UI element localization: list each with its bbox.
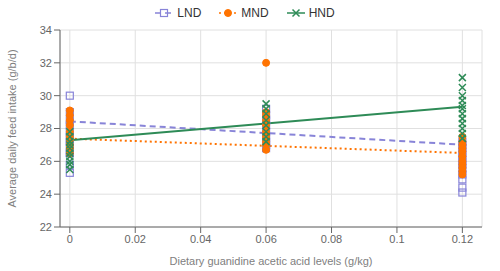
svg-text:32: 32 xyxy=(40,57,52,69)
svg-text:22: 22 xyxy=(40,221,52,233)
svg-text:Average daily feed intake (g/b: Average daily feed intake (g/b/d) xyxy=(8,49,18,207)
svg-text:0: 0 xyxy=(67,233,73,245)
svg-text:30: 30 xyxy=(40,90,52,102)
html-text:HND: HND xyxy=(308,6,335,20)
svg-text:26: 26 xyxy=(40,155,52,167)
svg-text:34: 34 xyxy=(40,24,52,36)
svg-text:24: 24 xyxy=(40,188,52,200)
svg-text:0.06: 0.06 xyxy=(255,233,276,245)
html-text:LND: LND xyxy=(177,6,202,20)
svg-text:28: 28 xyxy=(40,122,52,134)
svg-text:0.1: 0.1 xyxy=(389,233,404,245)
svg-text:0.04: 0.04 xyxy=(190,233,211,245)
svg-text:0.12: 0.12 xyxy=(452,233,473,245)
svg-text:0.08: 0.08 xyxy=(321,233,342,245)
html-text:MND: MND xyxy=(241,6,269,20)
svg-text:0.02: 0.02 xyxy=(125,233,146,245)
svg-text:Dietary guanidine acetic acid: Dietary guanidine acetic acid levels (g/… xyxy=(170,255,373,267)
